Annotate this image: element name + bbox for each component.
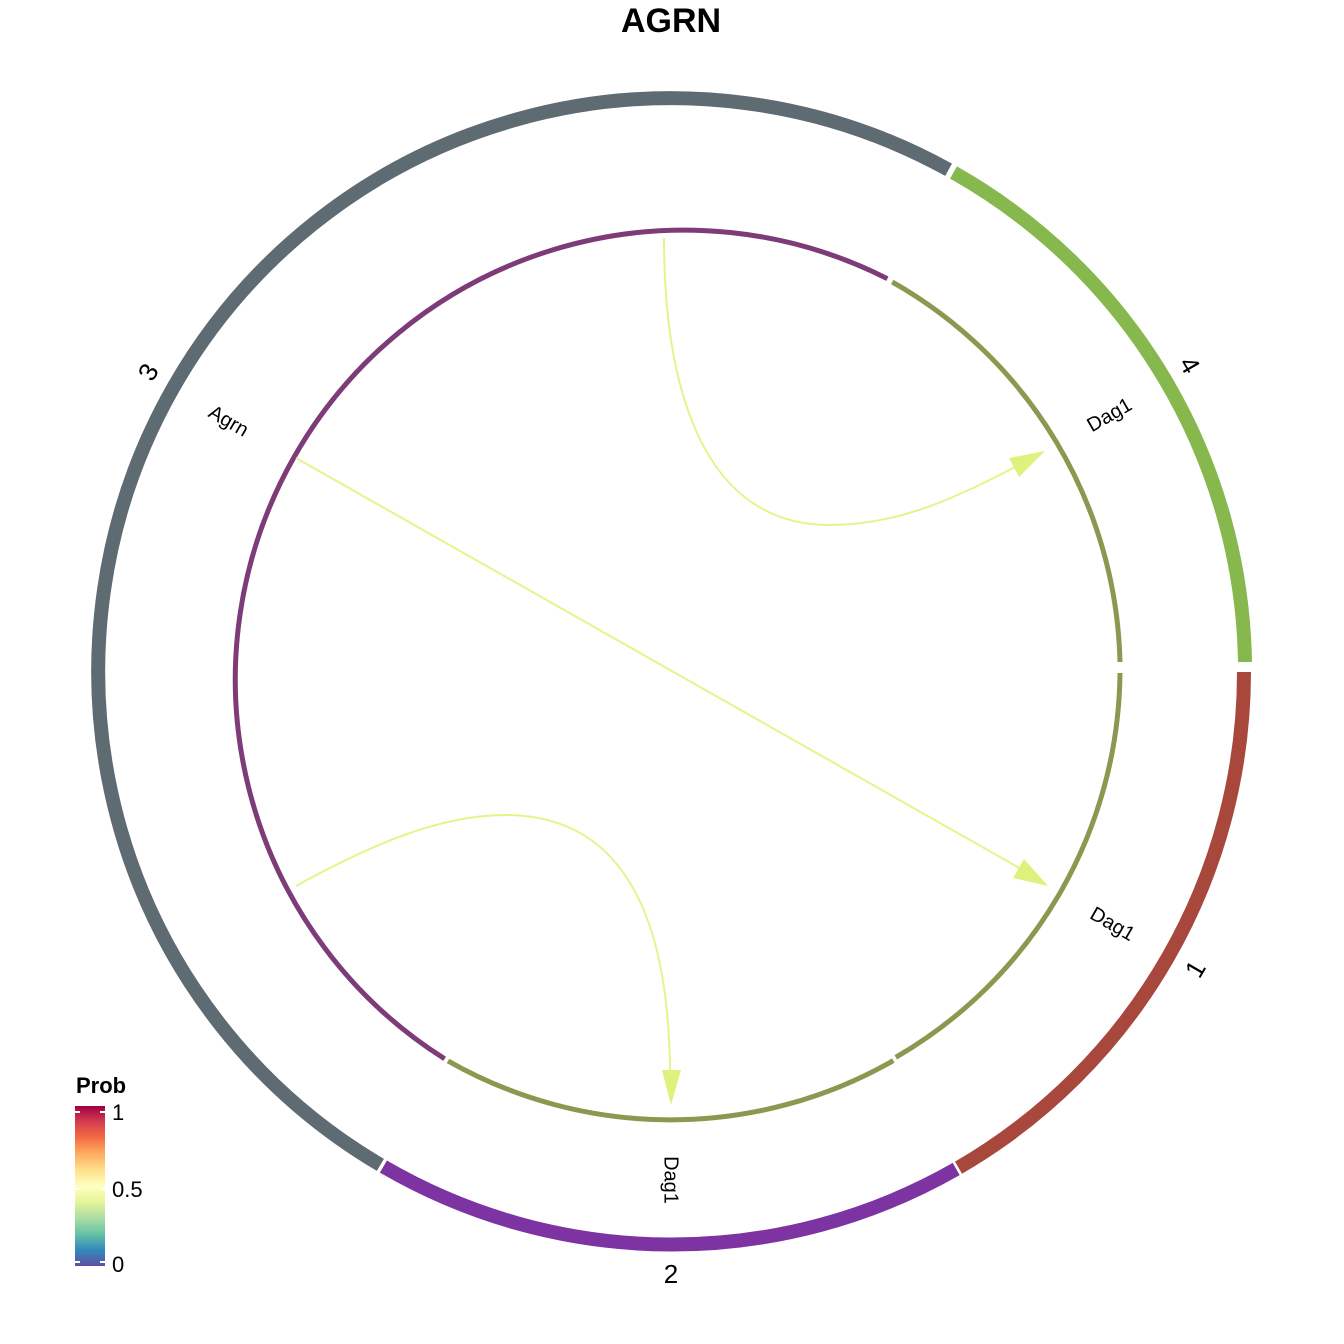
group-arc-1 — [954, 671, 1251, 1174]
legend-colorbar — [75, 1106, 105, 1266]
link-arrow-1 — [1013, 859, 1048, 886]
legend-title: Prob — [76, 1073, 126, 1098]
group-arc-3 — [91, 91, 952, 1171]
receptor-track-dag1-1 — [894, 672, 1123, 1060]
legend-tick-label-1: 1 — [112, 1100, 124, 1125]
gene-label-dag1-2: Dag1 — [660, 1156, 682, 1204]
chart-title: AGRN — [621, 2, 721, 40]
link-agrn-to-4 — [663, 237, 1026, 527]
group-label-3: 3 — [132, 358, 165, 386]
ligand-track-agrn — [232, 227, 889, 1061]
receptor-track-dag1-4 — [890, 279, 1123, 663]
legend-tick-label-05: 0.5 — [112, 1177, 143, 1202]
gene-label-agrn: Agrn — [205, 401, 253, 441]
gene-label-dag1-1: Dag1 — [1086, 903, 1138, 946]
legend-tick-label-0: 0 — [112, 1252, 124, 1277]
group-arc-4 — [950, 166, 1252, 663]
link-agrn-to-1 — [295, 457, 1031, 875]
legend: Prob 1 0.5 0 — [75, 1073, 143, 1277]
gene-label-dag1-4: Dag1 — [1083, 394, 1135, 437]
group-label-2: 2 — [664, 1259, 678, 1289]
group-arc-2 — [379, 1160, 960, 1252]
receptor-track-dag1-2 — [446, 1058, 895, 1123]
link-arrow-4 — [1009, 451, 1045, 477]
link-arrow-2 — [662, 1070, 681, 1105]
link-agrn-to-2 — [295, 813, 671, 1071]
group-label-4: 4 — [1173, 351, 1206, 379]
group-label-1: 1 — [1179, 955, 1212, 983]
